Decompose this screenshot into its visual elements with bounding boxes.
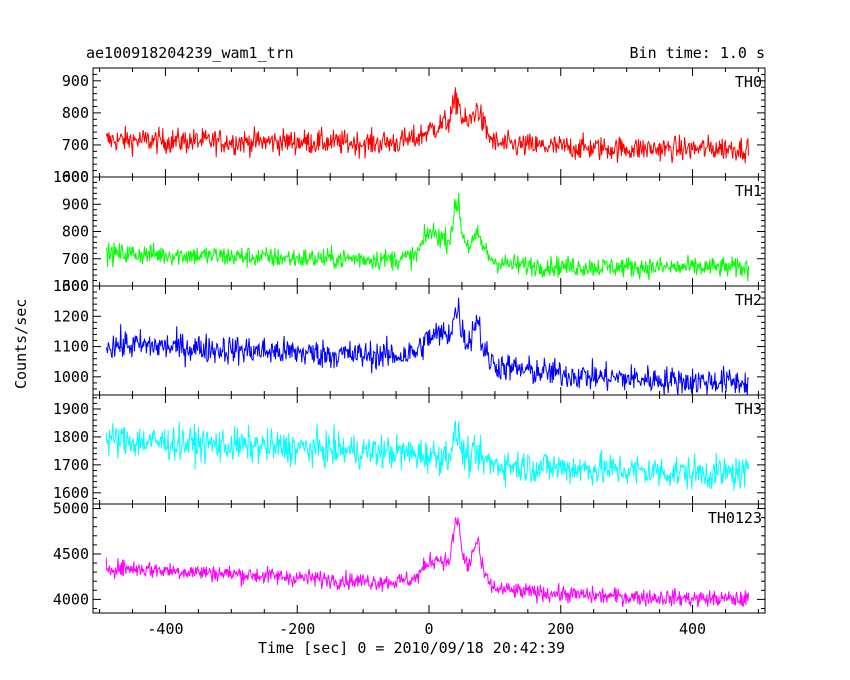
panel-label-th2: TH2 <box>735 291 762 309</box>
y-tick-label: 1700 <box>53 456 89 474</box>
x-tick-label: -400 <box>147 620 183 638</box>
y-tick-label: 4500 <box>53 545 89 563</box>
x-tick-label: 200 <box>547 620 574 638</box>
y-axis-label: Counts/sec <box>12 298 30 389</box>
x-tick-label: 0 <box>424 620 433 638</box>
y-tick-label: 600 <box>62 277 89 295</box>
y-tick-label: 5000 <box>53 500 89 518</box>
panel-label-th1: TH1 <box>735 182 762 200</box>
series-line-th0123 <box>105 517 749 608</box>
y-tick-label: 1300 <box>53 277 89 295</box>
y-tick-label: 1100 <box>53 338 89 356</box>
y-tick-label: 700 <box>62 250 89 268</box>
series-line-th2 <box>105 297 749 395</box>
y-tick-label: 1200 <box>53 307 89 325</box>
y-tick-label: 1600 <box>53 484 89 502</box>
panel-frame-th0123 <box>92 503 766 614</box>
y-tick-label: 800 <box>62 104 89 122</box>
y-tick-label: 800 <box>62 223 89 241</box>
y-tick-label: 600 <box>62 168 89 186</box>
chart-title: ae100918204239_wam1_trn <box>86 44 294 62</box>
y-tick-label: 900 <box>62 72 89 90</box>
y-tick-label: 1000 <box>53 368 89 386</box>
series-line-th3 <box>105 419 749 491</box>
panel-frame-th0 <box>92 67 766 178</box>
y-tick-label: 1000 <box>53 168 89 186</box>
panel-label-th3: TH3 <box>735 400 762 418</box>
y-tick-label: 4000 <box>53 590 89 608</box>
x-tick-label: 400 <box>679 620 706 638</box>
y-tick-label: 900 <box>62 195 89 213</box>
bin-time-label: Bin time: 1.0 s <box>629 44 765 62</box>
panel-frame-th3 <box>92 394 766 505</box>
panel-label-th0: TH0 <box>735 73 762 91</box>
y-tick-label: 1900 <box>53 400 89 418</box>
panel-label-th0123: TH0123 <box>708 509 762 527</box>
x-axis-label: Time [sec] 0 = 2010/09/18 20:42:39 <box>258 639 566 657</box>
y-tick-label: 700 <box>62 136 89 154</box>
y-tick-label: 1800 <box>53 428 89 446</box>
series-line-th0 <box>105 87 749 164</box>
series-line-th1 <box>105 193 749 282</box>
x-tick-label: -200 <box>279 620 315 638</box>
